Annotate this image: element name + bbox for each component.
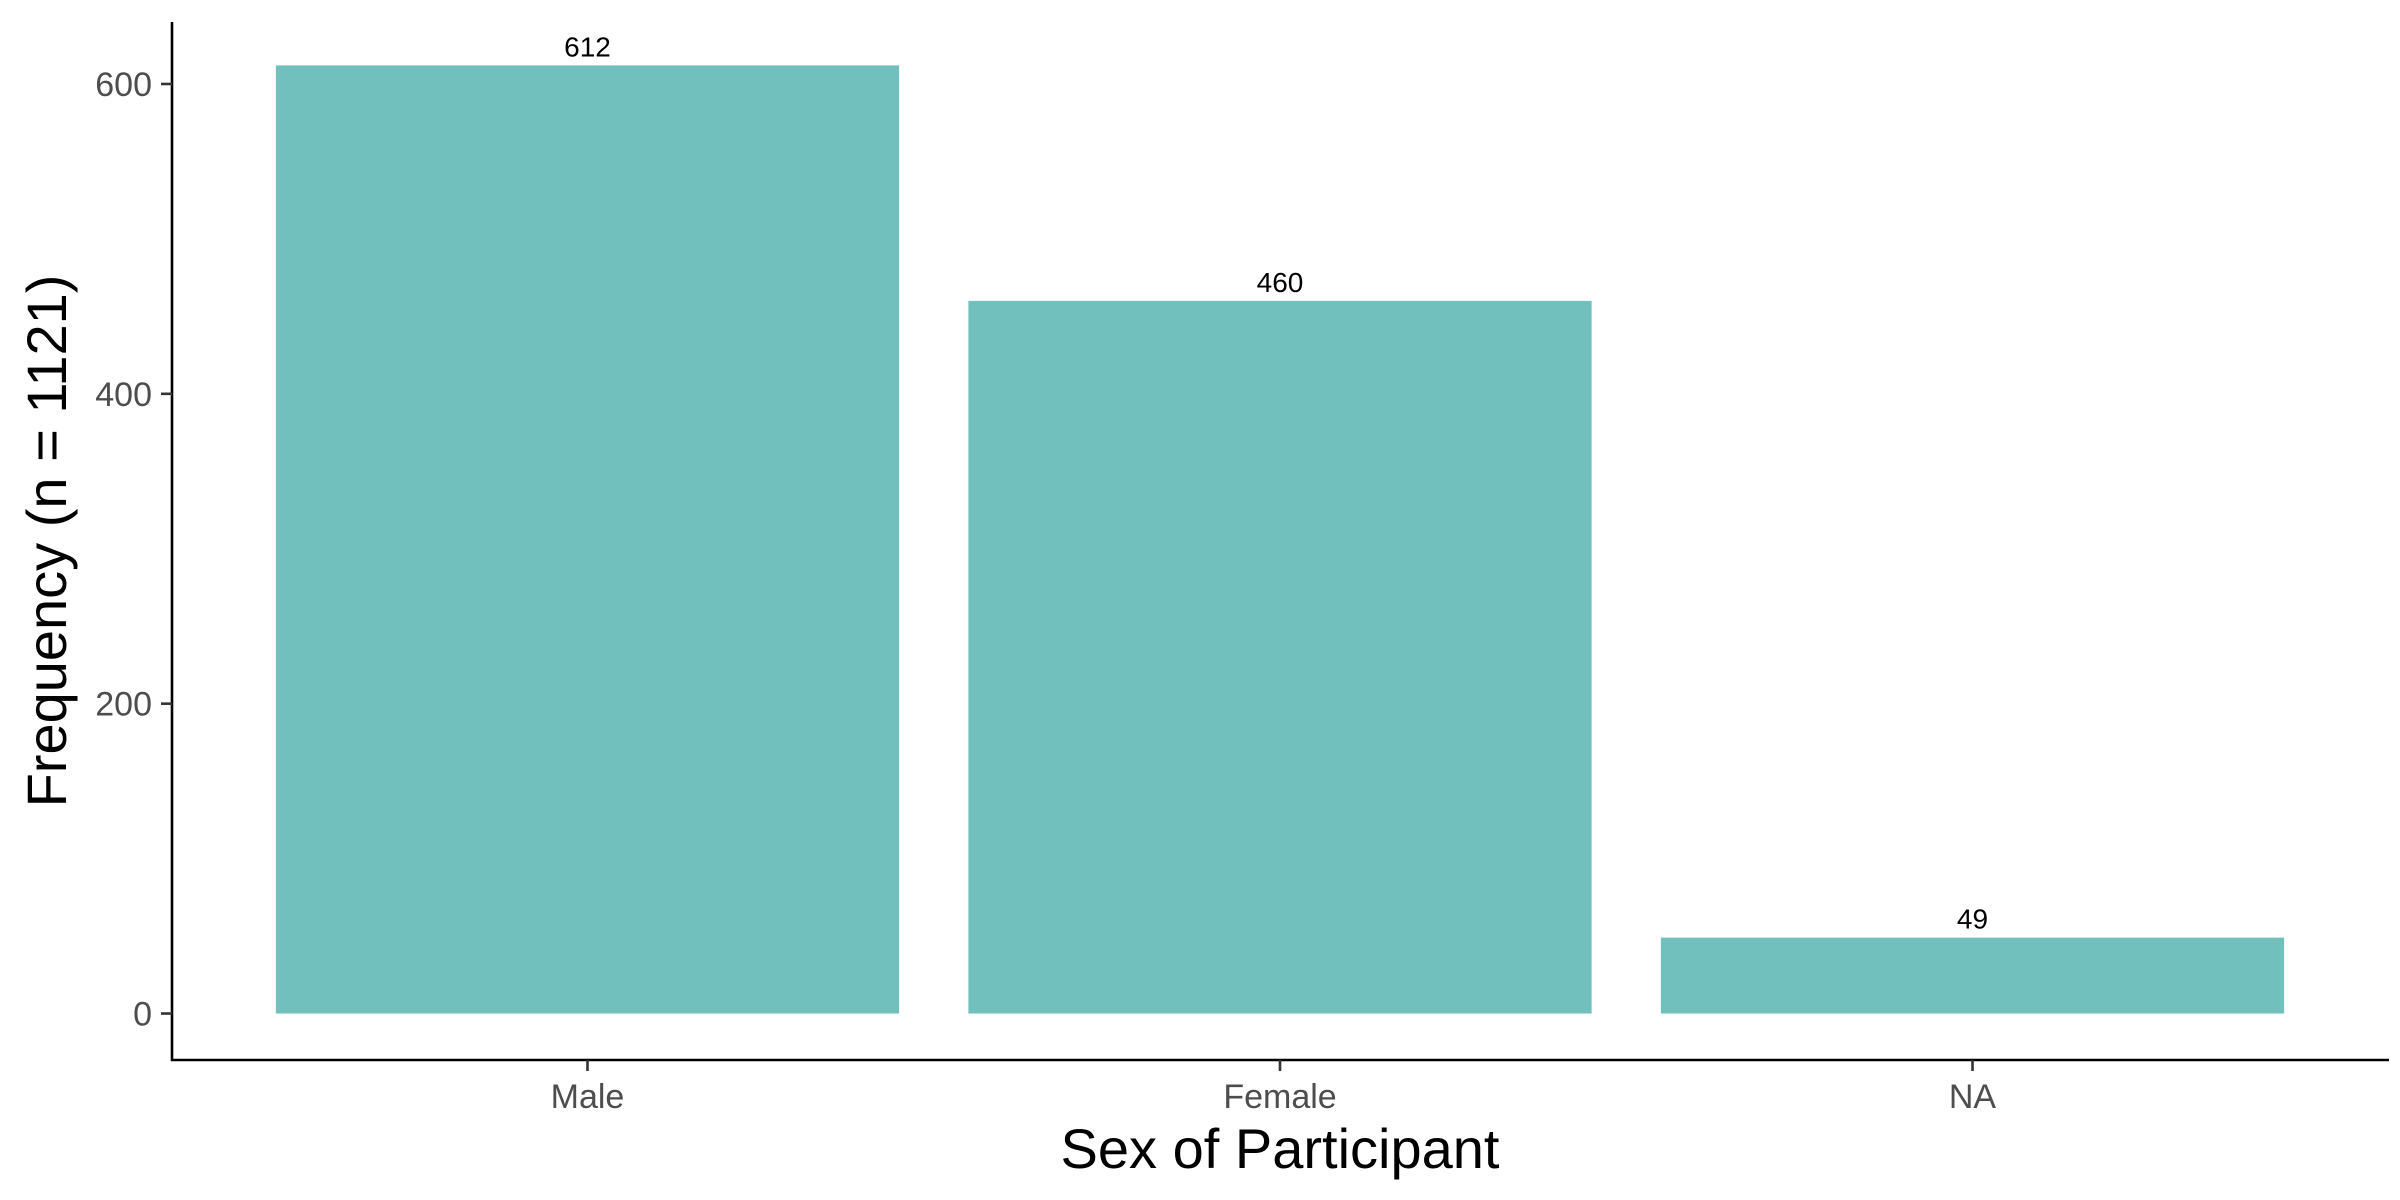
x-tick-label-female: Female [1223, 1078, 1336, 1116]
y-tick-label-600: 600 [95, 66, 152, 104]
y-tick-label-200: 200 [95, 686, 152, 724]
y-axis-title: Frequency (n = 1121) [15, 275, 78, 808]
x-tick-label-male: Male [551, 1078, 625, 1116]
x-axis-title: Sex of Participant [1061, 1117, 1500, 1180]
data-label-male: 612 [564, 31, 611, 62]
y-tick-label-400: 400 [95, 376, 152, 414]
y-ticks-layer: 0 200 400 600 [95, 66, 172, 1034]
bar-na [1660, 937, 2285, 1014]
bar-female [968, 300, 1592, 1014]
data-labels-layer: 612 460 49 [564, 31, 1988, 934]
x-ticks-layer: Male Female NA [551, 1060, 1997, 1116]
x-tick-label-na: NA [1949, 1078, 1997, 1116]
y-tick-label-0: 0 [133, 996, 152, 1034]
data-label-female: 460 [1257, 267, 1304, 298]
data-label-na: 49 [1957, 904, 1988, 935]
bars-layer [275, 65, 2285, 1014]
bar-male [275, 65, 900, 1014]
